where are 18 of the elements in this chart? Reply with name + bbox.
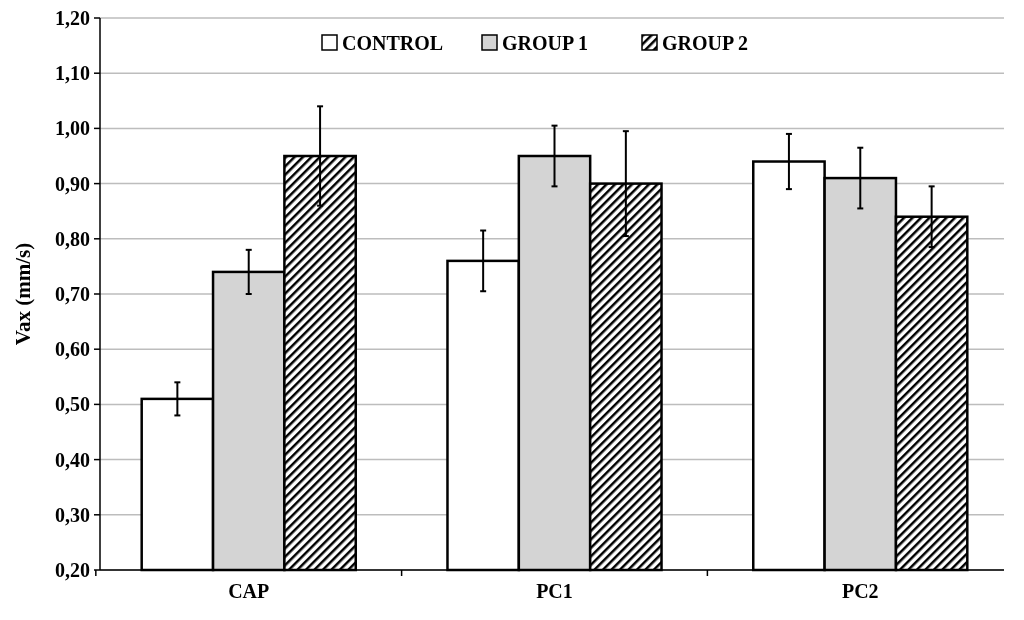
y-tick-label: 0,60 <box>55 338 90 361</box>
y-tick-label: 1,10 <box>55 62 90 85</box>
legend-label: GROUP 2 <box>662 32 749 54</box>
y-tick-label: 0,40 <box>55 448 90 471</box>
y-axis-title: Vax (mm/s) <box>11 242 35 346</box>
y-tick-label: 1,00 <box>55 117 90 140</box>
y-tick-label: 1,20 <box>55 7 90 29</box>
y-tick-label: 0,90 <box>55 172 90 195</box>
x-tick-label: PC2 <box>841 580 879 602</box>
y-tick-label: 0,20 <box>55 559 90 581</box>
x-tick-label: PC1 <box>536 580 573 602</box>
y-tick-label: 0,70 <box>55 283 90 305</box>
y-tick-label: 0,30 <box>55 503 90 526</box>
y-tick-label: 0,80 <box>55 227 90 250</box>
legend-label: GROUP 1 <box>502 32 589 54</box>
x-tick-label: CAP <box>228 580 270 602</box>
y-tick-label: 0,50 <box>55 393 90 416</box>
legend-label: CONTROL <box>342 32 444 54</box>
